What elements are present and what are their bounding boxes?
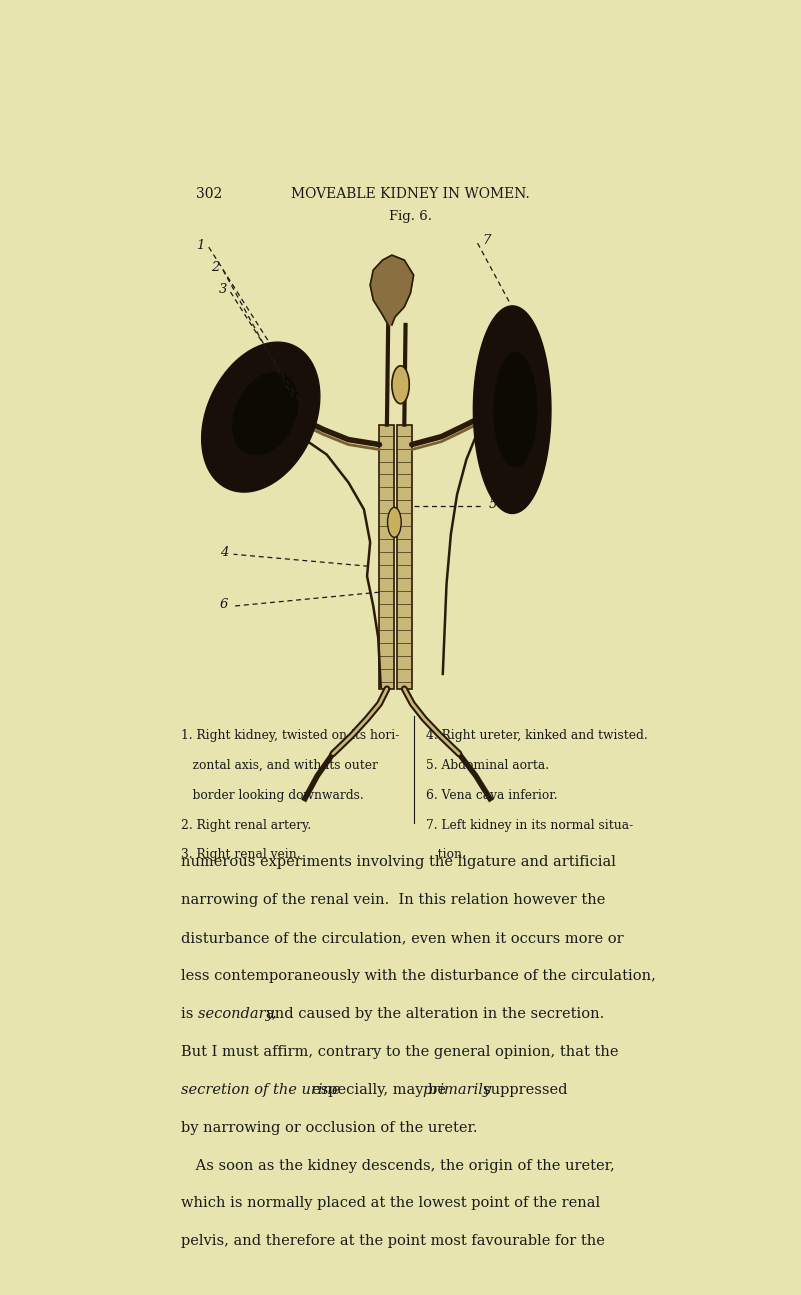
Text: tion.: tion.	[426, 848, 466, 861]
Text: 2: 2	[211, 260, 219, 273]
Polygon shape	[473, 306, 551, 514]
Text: suppressed: suppressed	[482, 1083, 572, 1097]
Polygon shape	[370, 255, 413, 325]
Bar	[380, 425, 394, 689]
Ellipse shape	[388, 508, 401, 537]
Polygon shape	[233, 373, 298, 455]
Text: border looking downwards.: border looking downwards.	[181, 789, 364, 802]
Text: 6. Vena cava inferior.: 6. Vena cava inferior.	[426, 789, 557, 802]
Text: Fig. 6.: Fig. 6.	[389, 210, 432, 223]
Text: 4: 4	[220, 545, 228, 558]
Text: secretion of the urine: secretion of the urine	[181, 1083, 349, 1097]
Text: But I must affirm, contrary to the general opinion, that the: But I must affirm, contrary to the gener…	[181, 1045, 618, 1059]
Text: 7. Left kidney in its normal situa-: 7. Left kidney in its normal situa-	[426, 818, 634, 831]
Text: 5: 5	[489, 497, 497, 512]
Text: 6: 6	[220, 597, 228, 611]
Text: 1: 1	[196, 238, 205, 251]
Text: which is normally placed at the lowest point of the renal: which is normally placed at the lowest p…	[181, 1197, 600, 1211]
Text: 302: 302	[196, 188, 223, 201]
Text: primarily: primarily	[423, 1083, 500, 1097]
Text: pelvis, and therefore at the point most favourable for the: pelvis, and therefore at the point most …	[181, 1234, 605, 1248]
Text: 7: 7	[482, 233, 490, 246]
Text: 3: 3	[219, 282, 227, 295]
Text: As soon as the kidney descends, the origin of the ureter,: As soon as the kidney descends, the orig…	[181, 1159, 614, 1172]
Text: is: is	[181, 1008, 203, 1020]
Text: numerous experiments involving the ligature and artificial: numerous experiments involving the ligat…	[181, 856, 616, 869]
Text: 1. Right kidney, twisted on its hori-: 1. Right kidney, twisted on its hori-	[181, 729, 399, 742]
Polygon shape	[202, 342, 320, 492]
Polygon shape	[494, 352, 537, 466]
Text: less contemporaneously with the disturbance of the circulation,: less contemporaneously with the disturba…	[181, 969, 656, 983]
Text: MOVEABLE KIDNEY IN WOMEN.: MOVEABLE KIDNEY IN WOMEN.	[291, 188, 530, 201]
Text: especially, may be: especially, may be	[312, 1083, 455, 1097]
Text: 3. Right renal vein.: 3. Right renal vein.	[181, 848, 300, 861]
Text: secondary,: secondary,	[198, 1008, 285, 1020]
Text: 4. Right ureter, kinked and twisted.: 4. Right ureter, kinked and twisted.	[426, 729, 648, 742]
Text: narrowing of the renal vein.  In this relation however the: narrowing of the renal vein. In this rel…	[181, 894, 606, 908]
Text: 2. Right renal artery.: 2. Right renal artery.	[181, 818, 311, 831]
Text: zontal axis, and with its outer: zontal axis, and with its outer	[181, 759, 378, 772]
Text: 5. Abdominal aorta.: 5. Abdominal aorta.	[426, 759, 549, 772]
Bar	[396, 425, 412, 689]
Text: and caused by the alteration in the secretion.: and caused by the alteration in the secr…	[266, 1008, 609, 1020]
Ellipse shape	[392, 365, 409, 404]
Text: disturbance of the circulation, even when it occurs more or: disturbance of the circulation, even whe…	[181, 931, 623, 945]
Text: by narrowing or occlusion of the ureter.: by narrowing or occlusion of the ureter.	[181, 1120, 477, 1134]
